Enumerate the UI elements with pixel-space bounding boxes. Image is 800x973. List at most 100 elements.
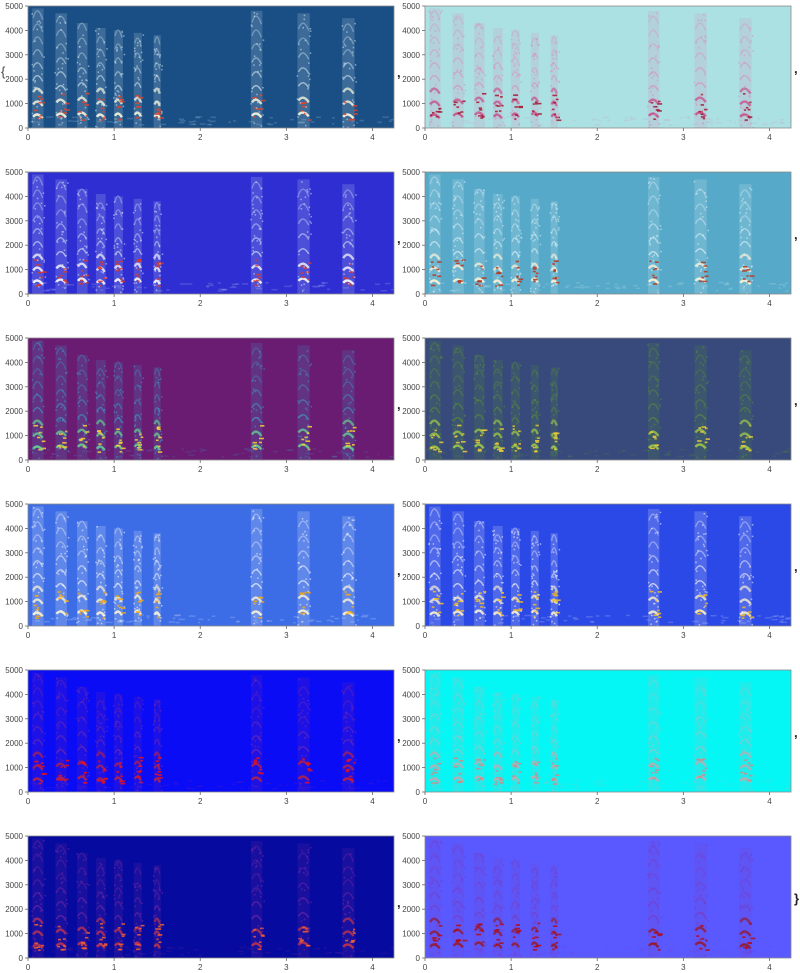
energy-speck (97, 617, 100, 619)
energy-speck (558, 585, 560, 588)
energy-speck (515, 238, 517, 240)
energy-speck (552, 273, 555, 276)
energy-speck (479, 363, 482, 366)
energy-speck (259, 350, 261, 353)
energy-speck (303, 18, 305, 21)
noise-speck (545, 619, 551, 621)
energy-peak (480, 429, 486, 432)
energy-speck (477, 578, 479, 581)
energy-speck (158, 759, 161, 761)
harmonic-band (452, 403, 464, 410)
harmonic-band (55, 513, 67, 523)
energy-speck (62, 103, 64, 105)
energy-speck (460, 214, 462, 217)
energy-speck (537, 720, 539, 723)
harmonic-band (251, 527, 263, 536)
noise-speck (705, 118, 712, 120)
energy-speck (39, 21, 42, 24)
syllable (76, 188, 90, 294)
energy-speck (102, 700, 105, 702)
energy-peak (532, 603, 537, 606)
noise-speck (552, 450, 555, 453)
energy-speck (152, 558, 155, 560)
harmonic-band (429, 407, 441, 414)
energy-speck (459, 100, 462, 102)
energy-peak (34, 595, 39, 597)
energy-peak (86, 282, 89, 284)
y-tick-label: 1000 (5, 100, 23, 109)
energy-peak (64, 600, 68, 602)
energy-speck (482, 206, 484, 208)
energy-speck (518, 64, 520, 66)
noise-speck (85, 450, 92, 453)
energy-peak (157, 593, 163, 595)
energy-speck (259, 553, 261, 556)
energy-speck (455, 106, 458, 108)
harmonic-band (694, 716, 707, 724)
energy-speck (158, 700, 160, 703)
energy-speck (139, 435, 142, 437)
energy-speck (743, 285, 745, 288)
energy-speck (511, 110, 514, 112)
energy-speck (510, 229, 513, 232)
energy-peak (700, 116, 705, 118)
energy-speck (114, 723, 116, 725)
noise-speck (708, 454, 712, 457)
harmonic-band (55, 15, 67, 25)
syllable-haze (342, 516, 355, 626)
harmonic-band (251, 735, 263, 742)
energy-peak (117, 105, 122, 108)
harmonic-band (452, 541, 464, 550)
energy-peak (518, 601, 524, 603)
energy-peak (62, 268, 67, 270)
energy-speck (481, 78, 483, 81)
noise-speck (780, 121, 784, 124)
energy-speck (152, 577, 155, 580)
energy-speck (122, 288, 124, 290)
energy-speck (530, 44, 533, 46)
energy-peak (536, 437, 540, 439)
energy-speck (456, 239, 459, 242)
energy-speck (300, 435, 302, 438)
harmonic-band (550, 700, 558, 709)
harmonic-band (511, 43, 520, 51)
harmonic-band (429, 100, 441, 107)
energy-speck (113, 608, 116, 610)
energy-speck (658, 361, 661, 363)
energy-speck (647, 386, 650, 389)
energy-speck (133, 251, 135, 253)
syllable (429, 672, 444, 792)
energy-speck (81, 572, 83, 574)
energy-speck (482, 280, 484, 282)
energy-peak (703, 108, 708, 111)
energy-speck (552, 570, 555, 573)
energy-speck (659, 523, 662, 525)
energy-speck (62, 181, 64, 184)
noise-speck (252, 785, 259, 787)
energy-speck (159, 204, 161, 206)
energy-peak (137, 276, 141, 278)
syllable-haze (739, 18, 752, 128)
noise-speck (221, 288, 224, 291)
syllable (113, 361, 126, 460)
energy-speck (55, 187, 58, 190)
noise-speck (572, 617, 577, 619)
energy-speck (347, 686, 349, 688)
energy-speck (494, 413, 497, 416)
energy-speck (308, 572, 311, 574)
energy-peak (532, 270, 536, 273)
list-separator: , (397, 563, 401, 578)
harmonic-band (297, 520, 310, 529)
energy-peak (517, 594, 522, 596)
energy-speck (743, 54, 746, 57)
energy-speck (702, 287, 705, 289)
harmonic-band (492, 87, 503, 95)
energy-speck (652, 87, 654, 89)
harmonic-band (342, 547, 355, 555)
noise-speck (178, 618, 186, 621)
energy-speck (492, 432, 495, 435)
energy-speck (739, 555, 742, 557)
energy-speck (297, 400, 299, 402)
energy-speck (660, 228, 662, 231)
harmonic-band (114, 403, 123, 410)
